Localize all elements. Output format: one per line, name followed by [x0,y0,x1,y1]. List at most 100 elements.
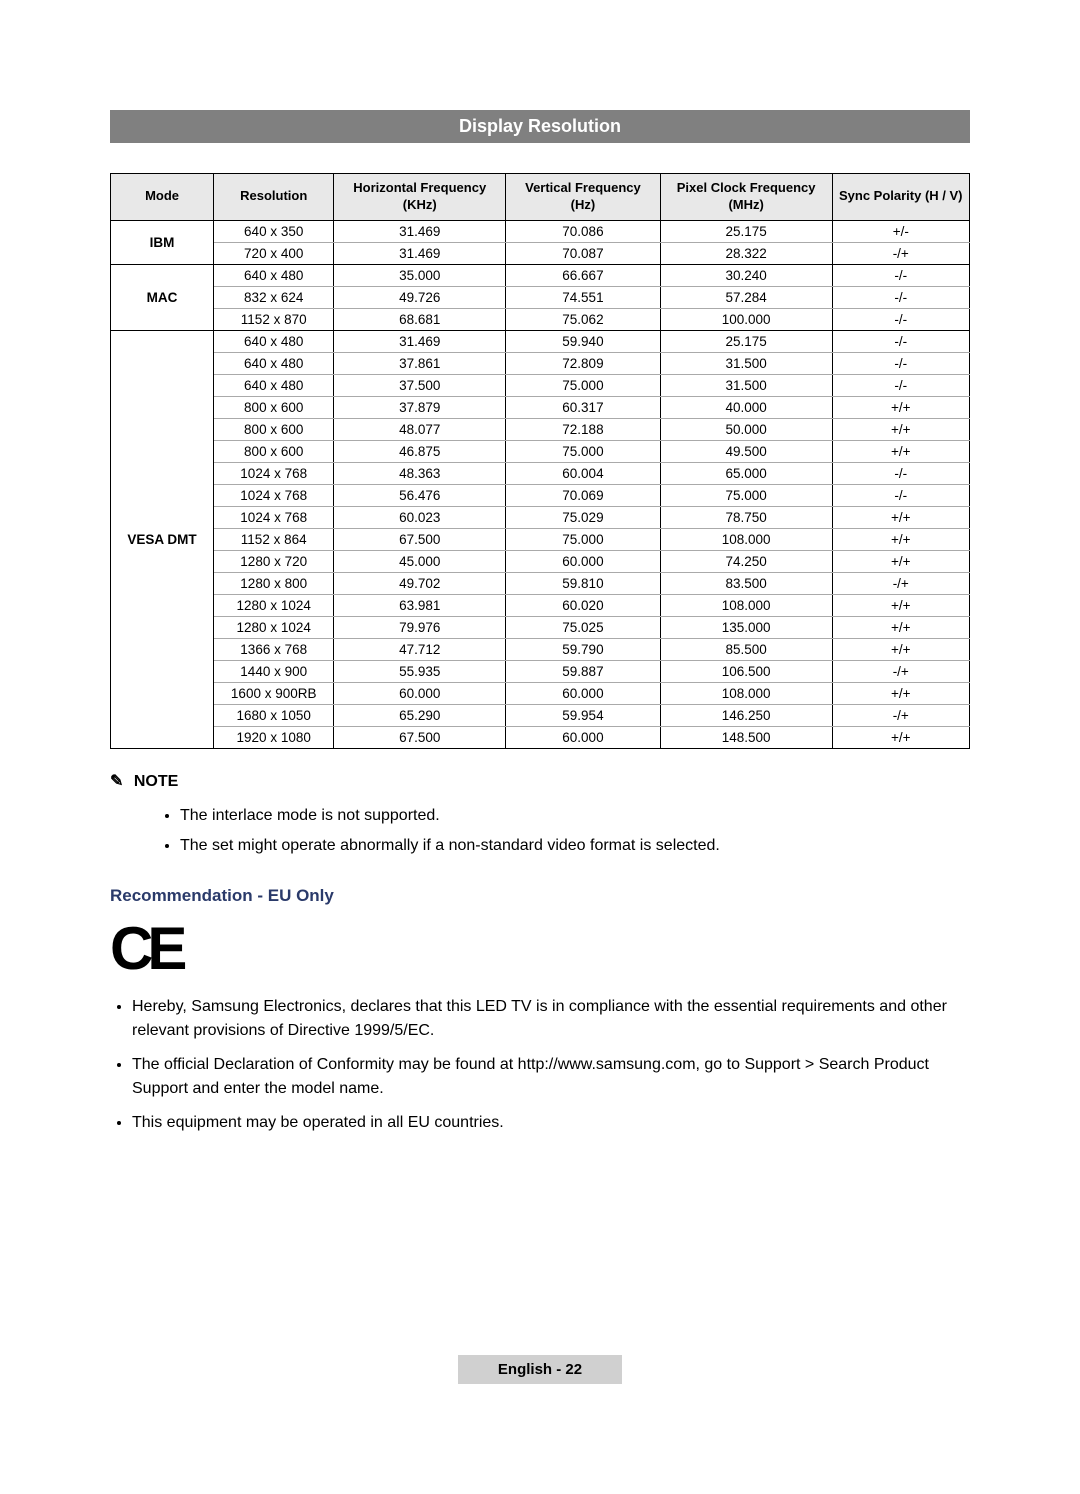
table-row: IBM640 x 35031.46970.08625.175+/- [111,220,970,242]
data-cell: +/+ [832,506,969,528]
data-cell: 1024 x 768 [214,506,334,528]
table-row: 1280 x 80049.70259.81083.500-/+ [111,572,970,594]
data-cell: 75.000 [506,374,661,396]
data-cell: 48.077 [334,418,506,440]
data-cell: 108.000 [660,594,832,616]
table-row: 800 x 60046.87575.00049.500+/+ [111,440,970,462]
data-cell: 40.000 [660,396,832,418]
data-cell: 25.175 [660,220,832,242]
data-cell: 55.935 [334,660,506,682]
table-row: 800 x 60048.07772.18850.000+/+ [111,418,970,440]
data-cell: 72.188 [506,418,661,440]
data-cell: 75.025 [506,616,661,638]
column-header: Sync Polarity (H / V) [832,174,969,221]
data-cell: 59.954 [506,704,661,726]
note-block: ✎ NOTE The interlace mode is not support… [110,771,970,862]
data-cell: 63.981 [334,594,506,616]
data-cell: 70.069 [506,484,661,506]
data-cell: 108.000 [660,682,832,704]
data-cell: 59.887 [506,660,661,682]
data-cell: 59.940 [506,330,661,352]
data-cell: -/- [832,374,969,396]
mode-cell: VESA DMT [111,330,214,748]
data-cell: 1920 x 1080 [214,726,334,748]
column-header: Resolution [214,174,334,221]
data-cell: 1600 x 900RB [214,682,334,704]
data-cell: 1280 x 720 [214,550,334,572]
table-body: IBM640 x 35031.46970.08625.175+/-720 x 4… [111,220,970,748]
table-row: 832 x 62449.72674.55157.284-/- [111,286,970,308]
data-cell: 70.087 [506,242,661,264]
data-cell: 60.000 [506,550,661,572]
data-cell: 74.551 [506,286,661,308]
data-cell: 640 x 480 [214,330,334,352]
data-cell: 60.023 [334,506,506,528]
data-cell: +/+ [832,726,969,748]
data-cell: 47.712 [334,638,506,660]
data-cell: 640 x 480 [214,264,334,286]
recommendation-heading: Recommendation - EU Only [110,886,970,906]
data-cell: 68.681 [334,308,506,330]
data-cell: 74.250 [660,550,832,572]
data-cell: 75.029 [506,506,661,528]
column-header: Mode [111,174,214,221]
data-cell: 46.875 [334,440,506,462]
data-cell: +/+ [832,616,969,638]
data-cell: 49.500 [660,440,832,462]
data-cell: 45.000 [334,550,506,572]
table-row: 800 x 60037.87960.31740.000+/+ [111,396,970,418]
data-cell: 135.000 [660,616,832,638]
table-row: 640 x 48037.50075.00031.500-/- [111,374,970,396]
recommendation-item: This equipment may be operated in all EU… [132,1111,970,1135]
table-row: VESA DMT640 x 48031.46959.94025.175-/- [111,330,970,352]
table-row: 1680 x 105065.29059.954146.250-/+ [111,704,970,726]
data-cell: -/+ [832,704,969,726]
data-cell: 48.363 [334,462,506,484]
table-row: 1280 x 102479.97675.025135.000+/+ [111,616,970,638]
table-row: 1280 x 102463.98160.020108.000+/+ [111,594,970,616]
data-cell: 1152 x 870 [214,308,334,330]
column-header: Horizontal Frequency(KHz) [334,174,506,221]
table-row: 1024 x 76856.47670.06975.000-/- [111,484,970,506]
data-cell: 60.004 [506,462,661,484]
data-cell: 37.500 [334,374,506,396]
ce-mark-icon: CE [110,914,970,983]
data-cell: 49.726 [334,286,506,308]
table-row: 1152 x 87068.68175.062100.000-/- [111,308,970,330]
data-cell: 640 x 480 [214,352,334,374]
data-cell: 60.000 [506,682,661,704]
data-cell: 56.476 [334,484,506,506]
mode-cell: IBM [111,220,214,264]
data-cell: +/+ [832,396,969,418]
data-cell: 85.500 [660,638,832,660]
data-cell: 1366 x 768 [214,638,334,660]
data-cell: 65.290 [334,704,506,726]
data-cell: 100.000 [660,308,832,330]
data-cell: 1440 x 900 [214,660,334,682]
data-cell: 28.322 [660,242,832,264]
data-cell: 31.469 [334,220,506,242]
data-cell: 72.809 [506,352,661,374]
data-cell: 70.086 [506,220,661,242]
data-cell: 720 x 400 [214,242,334,264]
data-cell: 800 x 600 [214,418,334,440]
data-cell: +/+ [832,594,969,616]
column-header: Pixel Clock Frequency(MHz) [660,174,832,221]
data-cell: -/+ [832,572,969,594]
data-cell: 57.284 [660,286,832,308]
data-cell: 30.240 [660,264,832,286]
data-cell: 800 x 600 [214,396,334,418]
table-row: MAC640 x 48035.00066.66730.240-/- [111,264,970,286]
table-row: 720 x 40031.46970.08728.322-/+ [111,242,970,264]
data-cell: -/- [832,286,969,308]
data-cell: +/+ [832,682,969,704]
data-cell: -/+ [832,660,969,682]
data-cell: 67.500 [334,528,506,550]
data-cell: 1024 x 768 [214,484,334,506]
data-cell: 800 x 600 [214,440,334,462]
data-cell: 1280 x 1024 [214,616,334,638]
data-cell: 640 x 480 [214,374,334,396]
data-cell: 66.667 [506,264,661,286]
data-cell: 106.500 [660,660,832,682]
table-row: 1024 x 76848.36360.00465.000-/- [111,462,970,484]
